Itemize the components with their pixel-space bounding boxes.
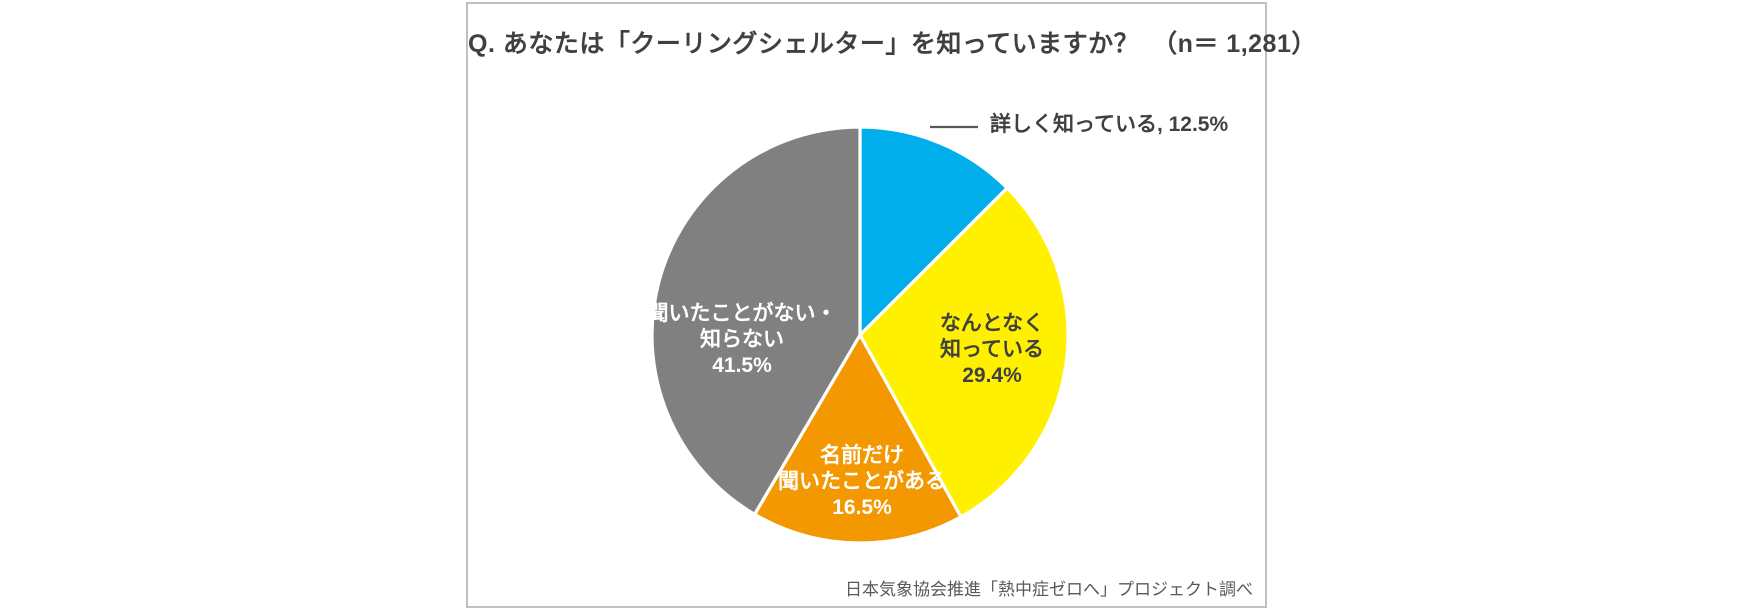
pie-slice-label-2: 名前だけ聞いたことがある 16.5% bbox=[778, 443, 946, 521]
pie-slice-label-3-line-1: 知らない bbox=[700, 328, 784, 351]
pie-slice-label-3-line-2: 41.5% bbox=[712, 354, 772, 377]
pie-slice-label-1-line-1: 知っている bbox=[940, 338, 1044, 361]
pie-slice-label-3: 聞いたことがない・ 知らない 41.5% bbox=[648, 301, 837, 379]
pie-slice-1 bbox=[858, 186, 1070, 519]
pie-slice-0 bbox=[858, 125, 1009, 337]
source-note: 日本気象協会推進「熱中症ゼロへ」プロジェクト調べ bbox=[845, 580, 1253, 599]
pie-slice-label-1: なんとなく知っている 29.4% bbox=[940, 311, 1044, 389]
pie-slice-2 bbox=[752, 333, 963, 545]
pie-callout-label: 詳しく知っている, 12.5% bbox=[990, 113, 1229, 136]
chart-title: Q. あなたは「クーリングシェルター」を知っていますか？ （n＝ 1,281） bbox=[468, 30, 1317, 58]
pie-slice-label-2-line-1: 聞いたことがある bbox=[778, 470, 946, 493]
pie-slice-3 bbox=[650, 125, 862, 516]
pie-slice-label-1-line-0: なんとなく bbox=[939, 312, 1045, 335]
pie-chart bbox=[650, 125, 1070, 545]
pie-slice-label-3-line-0: 聞いたことがない・ bbox=[647, 302, 837, 325]
pie-slice-label-2-line-0: 名前だけ bbox=[820, 444, 904, 467]
pie-slice-label-1-line-2: 29.4% bbox=[962, 364, 1022, 387]
pie-slice-label-2-line-2: 16.5% bbox=[832, 496, 892, 519]
chart-frame: Q. あなたは「クーリングシェルター」を知っていますか？ （n＝ 1,281） … bbox=[466, 2, 1317, 608]
